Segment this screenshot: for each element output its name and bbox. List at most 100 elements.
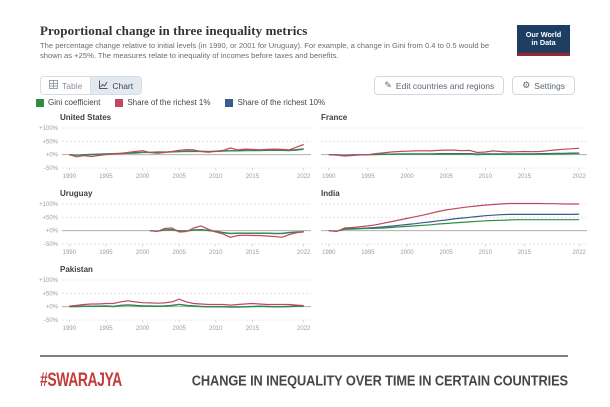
x-tick-label: 1990 xyxy=(63,326,77,332)
y-tick-label: +0% xyxy=(46,229,59,235)
y-tick-label: -50% xyxy=(44,166,59,172)
x-tick-label: 2000 xyxy=(136,174,150,180)
x-tick-label: 2015 xyxy=(246,326,260,332)
series-line xyxy=(69,298,304,307)
x-tick-label: 1995 xyxy=(361,250,375,256)
y-tick-label: -50% xyxy=(44,318,59,324)
x-tick-label: 2005 xyxy=(173,250,187,256)
chart-panel-uruguay: Uruguay +100% +50% +0% -50% 1990 1995 2000 2005… xyxy=(36,189,318,261)
owid-logo-line2: in Data xyxy=(531,38,556,47)
x-tick-label: 1990 xyxy=(63,250,77,256)
x-tick-label: 1995 xyxy=(99,174,113,180)
chart-title: India xyxy=(321,189,340,198)
owid-logo-line1: Our World xyxy=(525,29,562,39)
pencil-icon: ✎ xyxy=(384,80,392,90)
x-tick-label: 2022 xyxy=(297,326,311,332)
x-tick-label: 2000 xyxy=(400,250,414,256)
y-tick-label: +100% xyxy=(39,126,59,132)
line-chart-pakistan[interactable]: +100% +50% +0% -50% 1990 1995 2000 2005 2010 2015… xyxy=(36,275,316,337)
footer-divider xyxy=(40,355,568,357)
x-tick-label: 2015 xyxy=(246,174,260,180)
settings-button[interactable]: ⚙ Settings xyxy=(512,76,575,95)
x-tick-label: 2022 xyxy=(573,174,587,180)
line-chart-uruguay[interactable]: +100% +50% +0% -50% 1990 1995 2000 2005 2010 2015… xyxy=(36,199,316,261)
line-chart-united-states[interactable]: +100% +50% +0% -50% 1990 1995 2000 2005 2010 2015… xyxy=(36,123,316,185)
x-tick-label: 2022 xyxy=(297,250,311,256)
legend-label-top1: Share of the richest 1% xyxy=(127,98,211,107)
chart-title: Pakistan xyxy=(60,265,93,274)
y-tick-label: -50% xyxy=(44,242,59,248)
x-tick-label: 2015 xyxy=(518,174,532,180)
x-tick-label: 1995 xyxy=(361,174,375,180)
chart-panel-united-states: United States +100% +50% +0% -50% 1990 1995 20… xyxy=(36,113,318,185)
series-line xyxy=(328,219,580,232)
tab-table-label: Table xyxy=(62,80,83,91)
chart-title: Uruguay xyxy=(60,189,93,198)
footer-headline: CHANGE IN INEQUALITY OVER TIME IN CERTAI… xyxy=(191,371,568,389)
chart-panel-pakistan: Pakistan +100% +50% +0% -50% 1990 1995 2000 200… xyxy=(36,265,318,337)
chart-panel-france: France 1990 1995 2000 2005 2010 2015 2022 xyxy=(318,113,592,185)
gear-icon: ⚙ xyxy=(522,80,531,90)
top10-swatch xyxy=(225,98,234,107)
x-tick-label: 1990 xyxy=(63,174,77,180)
line-chart-india[interactable]: 1990 1995 2000 2005 2010 2015 2022 xyxy=(318,199,592,261)
settings-label: Settings xyxy=(534,80,565,91)
tab-chart[interactable]: Chart xyxy=(90,77,142,94)
series-line xyxy=(69,303,304,308)
x-tick-label: 2010 xyxy=(209,250,223,256)
footer: #SWARAJYA CHANGE IN INEQUALITY OVER TIME… xyxy=(40,366,568,394)
legend-item-gini[interactable]: Gini coefficient xyxy=(36,98,100,107)
x-tick-label: 2000 xyxy=(136,326,150,332)
x-tick-label: 2010 xyxy=(479,250,493,256)
x-tick-label: 2010 xyxy=(209,326,223,332)
y-tick-label: +50% xyxy=(42,139,58,145)
y-tick-label: +50% xyxy=(42,291,58,297)
tab-chart-label: Chart xyxy=(112,80,134,91)
owid-logo[interactable]: Our World in Data xyxy=(517,25,570,56)
line-chart-icon xyxy=(99,80,108,91)
empty-cell xyxy=(318,265,592,337)
series-line xyxy=(328,202,580,233)
x-tick-label: 2015 xyxy=(518,250,532,256)
x-tick-label: 1995 xyxy=(99,326,113,332)
x-tick-label: 2000 xyxy=(400,174,414,180)
series-line xyxy=(69,143,304,158)
page-title: Proportional change in three inequality … xyxy=(40,23,308,38)
y-tick-label: +100% xyxy=(39,202,59,208)
chart-panel-india: India 1990 1995 2000 2005 2010 2015 2022 xyxy=(318,189,592,261)
x-tick-label: 2010 xyxy=(209,174,223,180)
legend-item-top1[interactable]: Share of the richest 1% xyxy=(115,98,210,107)
x-tick-label: 2022 xyxy=(573,250,587,256)
y-tick-label: +100% xyxy=(39,278,59,284)
x-tick-label: 1990 xyxy=(322,250,336,256)
line-chart-france[interactable]: 1990 1995 2000 2005 2010 2015 2022 xyxy=(318,123,592,185)
series-line xyxy=(149,225,304,238)
small-multiples-grid: United States +100% +50% +0% -50% 1990 1995 20… xyxy=(36,113,592,337)
top1-swatch xyxy=(115,98,124,107)
y-tick-label: +50% xyxy=(42,215,58,221)
x-tick-label: 2005 xyxy=(173,174,187,180)
chart-legend: Gini coefficient Share of the richest 1%… xyxy=(36,98,325,107)
tab-table[interactable]: Table xyxy=(41,77,91,94)
y-tick-label: +0% xyxy=(46,153,59,159)
x-tick-label: 2005 xyxy=(173,326,187,332)
x-tick-label: 2022 xyxy=(297,174,311,180)
table-icon xyxy=(49,80,58,91)
y-tick-label: +0% xyxy=(46,305,59,311)
x-tick-label: 2000 xyxy=(136,250,150,256)
view-tabs: Table Chart xyxy=(40,76,143,95)
chart-title: France xyxy=(321,113,348,122)
x-tick-label: 2015 xyxy=(246,250,260,256)
series-line xyxy=(328,147,580,157)
x-tick-label: 1990 xyxy=(322,174,336,180)
legend-label-gini: Gini coefficient xyxy=(48,98,101,107)
x-tick-label: 2005 xyxy=(440,174,454,180)
edit-countries-button[interactable]: ✎ Edit countries and regions xyxy=(374,76,505,95)
toolbar-actions: ✎ Edit countries and regions ⚙ Settings xyxy=(374,76,575,95)
gini-swatch xyxy=(36,98,44,107)
legend-item-top10[interactable]: Share of the richest 10% xyxy=(225,98,325,107)
x-tick-label: 1995 xyxy=(99,250,113,256)
chart-title: United States xyxy=(60,113,112,122)
toolbar: Table Chart ✎ Edit countries and regions… xyxy=(40,76,575,95)
